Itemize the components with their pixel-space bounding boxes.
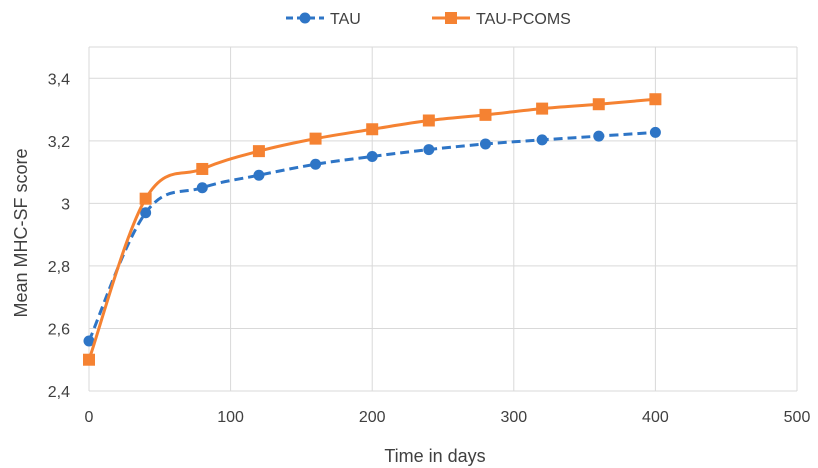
- legend-marker: [445, 12, 457, 24]
- y-axis-title: Mean MHC-SF score: [11, 148, 31, 317]
- data-point-tau: [536, 134, 548, 146]
- data-point-tau: [649, 126, 661, 138]
- data-point-tau-pcoms: [592, 98, 605, 111]
- x-tick-label: 200: [359, 409, 386, 426]
- data-point-tau: [366, 150, 378, 162]
- y-tick-label: 2,6: [48, 321, 70, 338]
- x-tick-label: 500: [784, 409, 811, 426]
- legend-label: TAU-PCOMS: [476, 11, 571, 28]
- data-point-tau: [479, 138, 491, 150]
- data-point-tau: [423, 144, 435, 156]
- x-axis-title: Time in days: [384, 446, 485, 466]
- data-point-tau-pcoms: [479, 108, 492, 121]
- y-tick-label: 2,4: [48, 384, 70, 401]
- data-point-tau: [593, 130, 605, 142]
- series-line-tau: [87, 130, 656, 342]
- data-point-tau-pcoms: [366, 123, 379, 136]
- data-point-tau-pcoms: [83, 353, 95, 366]
- series-layer: [83, 93, 662, 366]
- legend-label: TAU: [330, 11, 361, 28]
- data-point-tau-pcoms: [536, 102, 549, 115]
- x-tick-label: 0: [85, 409, 94, 426]
- data-point-tau: [310, 158, 322, 170]
- x-tick-label: 400: [642, 409, 669, 426]
- legend-item-tau: TAU: [286, 11, 361, 28]
- data-point-tau-pcoms: [139, 192, 152, 205]
- data-point-tau: [196, 182, 208, 194]
- x-axis-ticks: 0 100 200 300 400 500: [85, 409, 811, 426]
- data-point-tau-pcoms: [252, 145, 265, 158]
- legend: TAU TAU-PCOMS: [286, 11, 571, 28]
- y-tick-label: 2,8: [48, 259, 70, 276]
- y-tick-label: 3,2: [48, 134, 70, 151]
- data-point-tau-pcoms: [196, 162, 209, 175]
- data-point-tau: [253, 169, 265, 181]
- x-tick-label: 300: [500, 409, 527, 426]
- y-tick-label: 3: [61, 196, 70, 213]
- series-tau-pcoms: [83, 93, 662, 366]
- data-point-tau-pcoms: [422, 114, 435, 127]
- data-point-tau-pcoms: [649, 93, 662, 106]
- data-point-tau: [140, 207, 152, 219]
- data-point-tau-pcoms: [309, 132, 322, 145]
- grid-lines: [88, 46, 798, 392]
- y-tick-label: 3,4: [48, 71, 70, 88]
- series-line-tau-pcoms: [87, 97, 656, 361]
- y-axis-ticks: 2,4 2,6 2,8 3 3,2 3,4: [48, 71, 70, 401]
- data-point-tau: [83, 335, 95, 347]
- series-tau: [83, 126, 661, 347]
- x-tick-label: 100: [217, 409, 244, 426]
- legend-marker: [299, 12, 311, 24]
- legend-item-tau-pcoms: TAU-PCOMS: [432, 11, 571, 28]
